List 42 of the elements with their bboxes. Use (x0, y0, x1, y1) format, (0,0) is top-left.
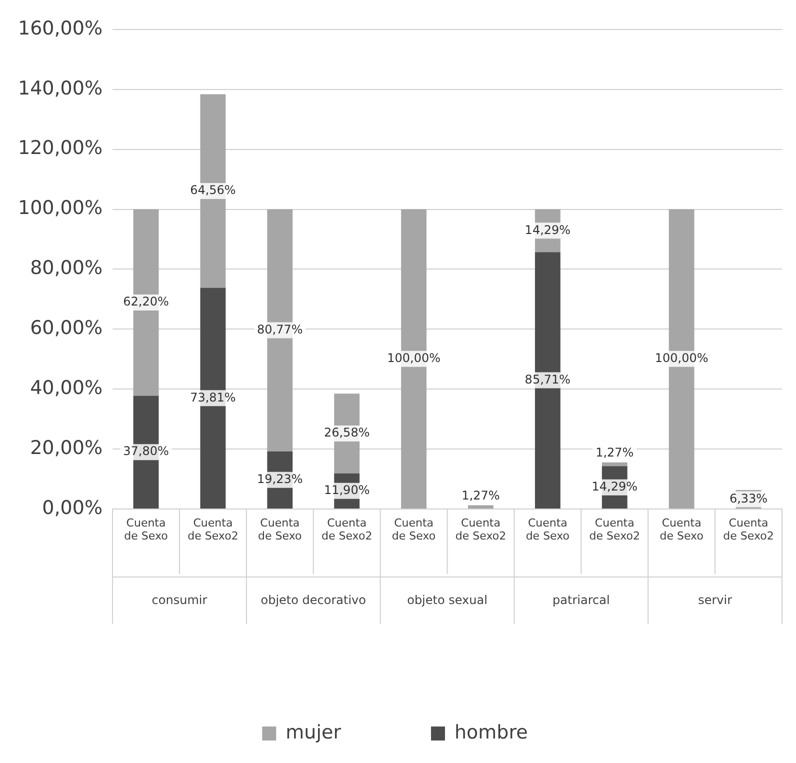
x-tick-label: Cuenta de Sexo2 (188, 516, 238, 543)
data-label: 14,29% (524, 222, 571, 237)
y-tick-label: 40,00% (30, 377, 103, 400)
data-label: 1,27% (462, 488, 500, 502)
x-tick-label: Cuenta de Sexo (258, 516, 302, 543)
text: servir (698, 593, 732, 608)
x-tick-label: Cuenta de Sexo2 (723, 516, 774, 543)
data-label: 80,77% (257, 322, 303, 336)
data-label: 62,20% (123, 294, 169, 309)
y-tick-label: 0,00% (42, 496, 103, 519)
data-label: 1,27% (596, 445, 634, 460)
y-tick-label: 60,00% (30, 317, 103, 340)
x-tick-label: Cuenta de Sexo2 (589, 516, 640, 543)
data-label: 73,81% (190, 390, 236, 404)
y-tick-label: 140,00% (18, 77, 103, 100)
x-tick-label: Cuenta de Sexo (392, 516, 436, 543)
x-tick-label: Cuenta de Sexo (124, 516, 168, 543)
data-label: 100,00% (387, 351, 440, 365)
data-label: 26,58% (324, 426, 370, 440)
text: consumir (152, 593, 208, 608)
y-tick-label: 120,00% (18, 137, 103, 160)
data-label: 14,29% (592, 479, 638, 494)
x-tick-label: Cuenta de Sexo2 (455, 516, 506, 543)
x-tick-label: Cuenta de Sexo (526, 516, 570, 543)
y-tick-label: 160,00% (18, 17, 103, 40)
legend-label: hombre (454, 721, 528, 744)
y-tick-label: 80,00% (30, 257, 103, 280)
y-tick-label: 100,00% (18, 197, 103, 220)
data-label: 64,56% (190, 183, 236, 198)
text: objeto sexual (407, 593, 488, 608)
text: patriarcal (552, 593, 610, 608)
data-label: 19,23% (257, 472, 303, 486)
data-label: 85,71% (524, 372, 571, 386)
legend-label: mujer (286, 721, 342, 744)
y-tick-label: 20,00% (30, 436, 103, 459)
text: objeto decorativo (260, 593, 366, 608)
data-label: 37,80% (123, 444, 169, 458)
x-tick-label: Cuenta de Sexo2 (321, 516, 372, 543)
data-label: 100,00% (654, 351, 708, 365)
data-label: 6,33% (729, 491, 768, 506)
x-tick-label: Cuenta de Sexo (660, 516, 704, 543)
data-label: 11,90% (324, 483, 370, 498)
